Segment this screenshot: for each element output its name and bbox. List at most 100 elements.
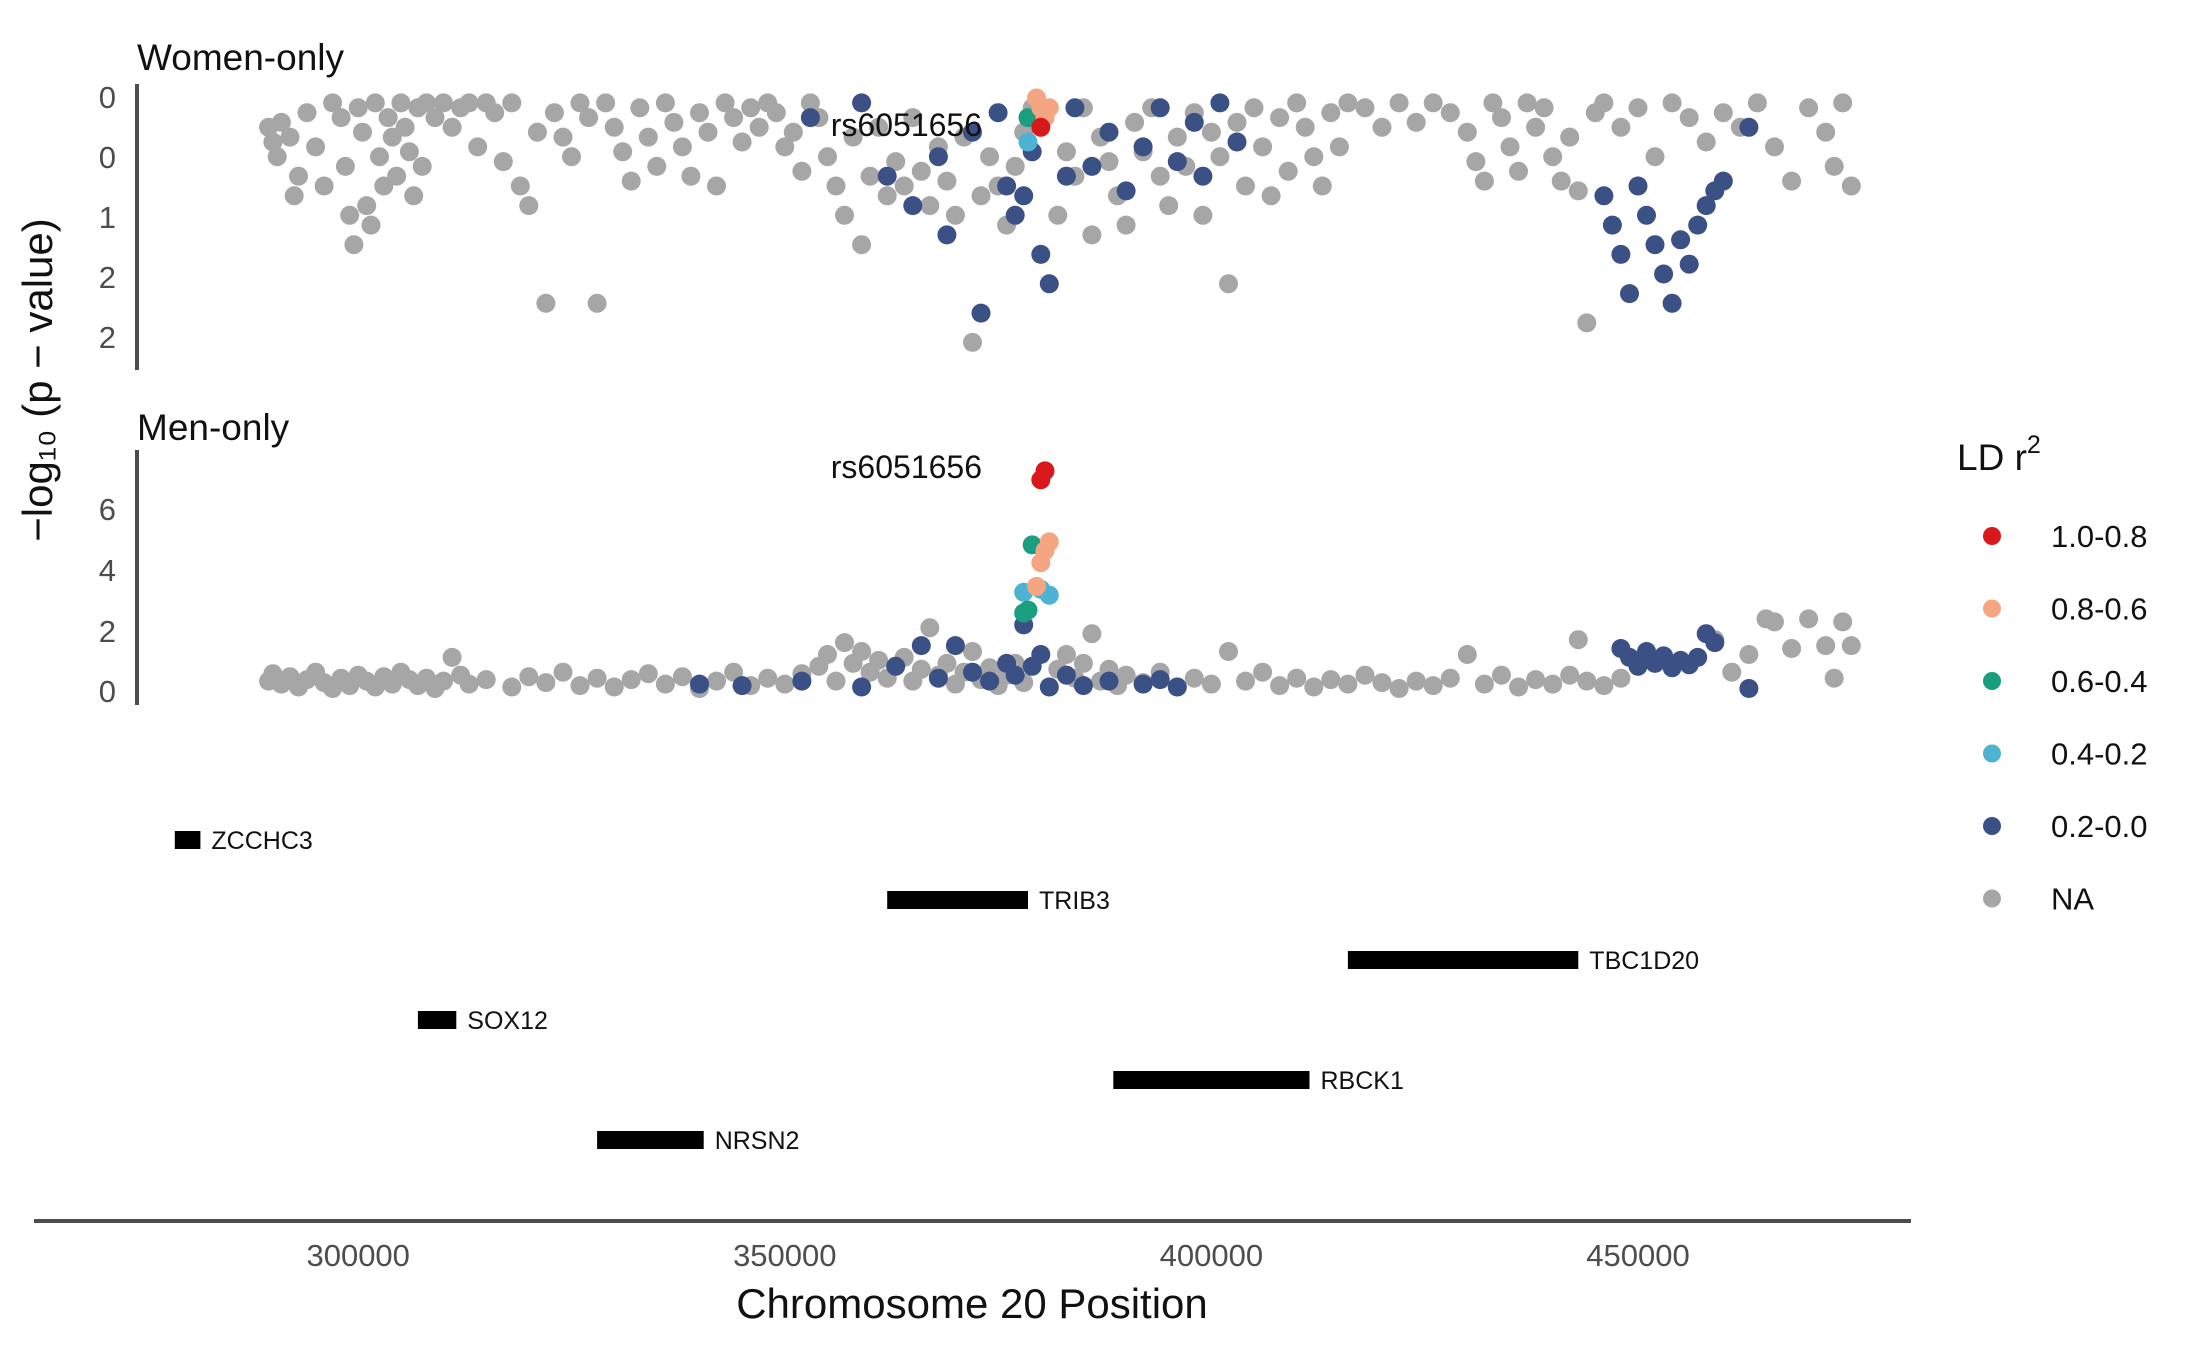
legend-swatch — [1983, 744, 2001, 763]
women-snp-point-02-00 — [1227, 132, 1247, 152]
men-snp-point-na — [638, 664, 658, 684]
women-snp-point-02-00 — [1739, 117, 1759, 137]
men-snp-point-na — [1389, 679, 1409, 698]
women-snp-point-na — [527, 122, 547, 142]
women-snp-point-na — [1679, 108, 1699, 128]
women-snp-point-na — [604, 117, 624, 137]
men-snp-point-na — [621, 670, 641, 690]
women-snp-point-na — [1816, 122, 1836, 142]
women-snp-point-na — [1236, 176, 1255, 196]
gene-label-rbck1: RBCK1 — [1321, 1067, 1404, 1095]
women-snp-point-02-00 — [1594, 186, 1614, 206]
women-snp-point-na — [818, 147, 837, 167]
men-snp-point-02-00 — [690, 674, 709, 694]
men-snp-point-02-00 — [945, 636, 965, 656]
women-snp-point-na — [335, 156, 355, 176]
women-snp-point-na — [1526, 117, 1546, 137]
men-snp-point-na — [655, 674, 675, 694]
women-snp-point-na — [800, 93, 820, 113]
women-snp-point-na — [1048, 205, 1068, 225]
women-snp-point-na — [963, 332, 982, 352]
women-snp-point-na — [391, 93, 411, 113]
women-snp-point-02-00 — [1116, 181, 1136, 201]
men-snp-point-na — [826, 671, 846, 691]
men-y-tick-label: 2 — [99, 614, 116, 649]
men-snp-point-na — [1560, 665, 1580, 685]
legend-swatch — [1983, 817, 2001, 835]
women-snp-point-02-00 — [997, 176, 1017, 196]
women-snp-point-na — [1287, 93, 1307, 113]
men-snp-point-na — [963, 642, 982, 661]
men-snp-point-na — [1355, 665, 1375, 685]
women-snp-point-na — [971, 186, 991, 206]
legend-label: 0.4-0.2 — [2051, 737, 2148, 772]
women-snp-point-na — [459, 93, 479, 113]
women-snp-point-02-00 — [1602, 215, 1622, 235]
women-snp-point-na — [579, 108, 599, 128]
women-snp-point-na — [1440, 103, 1460, 123]
women-snp-point-02-00 — [1662, 293, 1682, 313]
women-snp-point-na — [1082, 225, 1102, 245]
women-snp-point-02-00 — [963, 122, 982, 142]
women-snp-point-na — [698, 122, 718, 142]
x-tick-labels: 300000 350000 400000 450000 — [306, 1238, 1689, 1273]
men-snp-point-na — [434, 671, 453, 691]
men-snp-point-na — [442, 647, 462, 667]
women-snp-point-na — [1765, 137, 1784, 157]
men-snp-point-na — [1219, 642, 1238, 661]
women-snp-point-na — [1782, 171, 1802, 191]
women-snp-point-na — [1005, 156, 1025, 176]
women-snp-point-na — [357, 196, 377, 216]
women-snp-point-na — [664, 112, 684, 132]
x-tick-label: 350000 — [733, 1238, 836, 1273]
women-snp-point-na — [395, 117, 415, 137]
women-snp-point-na — [1201, 122, 1221, 142]
men-snp-point-02-00 — [980, 671, 1000, 691]
men-snp-point-na — [818, 645, 837, 664]
women-snp-point-na — [306, 137, 326, 157]
women-snp-point-08-06 — [1039, 98, 1059, 118]
women-snp-point-na — [655, 93, 675, 113]
legend-label: 0.8-0.6 — [2051, 592, 2148, 627]
gene-label-trib3: TRIB3 — [1039, 887, 1110, 915]
men-snp-point-02-00 — [963, 662, 982, 682]
men-snp-point-na — [476, 670, 496, 690]
women-panel: Women-only 0 0 1 2 2 rs6051656 — [99, 37, 1861, 370]
legend-title-superscript: 2 — [2027, 431, 2041, 459]
women-snp-point-na — [724, 108, 744, 128]
x-tick-label: 400000 — [1160, 1238, 1263, 1273]
gene-label-sox12: SOX12 — [467, 1007, 548, 1035]
men-snp-point-na — [775, 674, 795, 694]
legend: LD r2 1.0-0.8 0.8-0.6 0.6-0.4 0.4-0.2 0.2-0.… — [1957, 431, 2148, 917]
gene-bar-tbc1d20 — [1347, 951, 1579, 969]
men-snp-point-na — [1841, 636, 1861, 656]
women-snp-point-na — [1338, 93, 1358, 113]
women-snp-point-na — [399, 142, 419, 162]
women-snp-point-na — [1833, 93, 1853, 113]
women-snp-point-na — [1824, 156, 1844, 176]
women-snp-point-na — [544, 103, 564, 123]
men-snp-point-na — [707, 671, 726, 691]
women-snp-point-na — [1193, 205, 1213, 225]
women-snp-point-10-08 — [1031, 117, 1051, 137]
legend-swatch — [1983, 527, 2001, 545]
men-snp-point-na — [1440, 668, 1460, 688]
men-y-tick-label: 4 — [99, 553, 116, 588]
women-snp-point-na — [434, 93, 453, 113]
women-snp-point-na — [1560, 127, 1580, 147]
men-snp-point-na — [758, 668, 778, 688]
women-snp-point-na — [553, 127, 573, 147]
women-snp-point-na — [672, 137, 692, 157]
men-snp-point-na — [1816, 636, 1836, 656]
men-snp-point-02-00 — [1099, 671, 1119, 691]
men-snp-point-na — [1543, 674, 1563, 694]
men-snp-point-na — [1457, 645, 1477, 664]
women-snp-point-na — [843, 127, 863, 147]
women-lead-snp-label: rs6051656 — [831, 107, 982, 143]
men-snp-point-na — [1082, 624, 1102, 644]
women-snp-point-na — [519, 196, 539, 216]
women-snp-point-na — [1747, 93, 1767, 113]
women-snp-point-na — [1492, 108, 1511, 128]
women-snp-point-na — [783, 122, 803, 142]
men-snp-point-na — [1577, 671, 1597, 691]
